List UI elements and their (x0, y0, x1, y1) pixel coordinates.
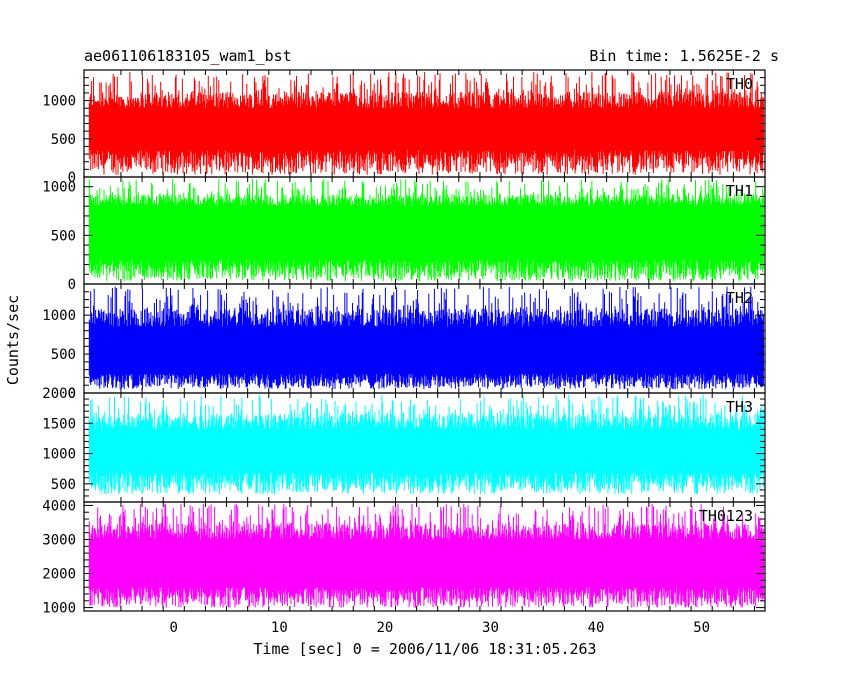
series-label-th2: TH2 (726, 289, 753, 307)
series-th1-band (89, 215, 764, 257)
y-tick-label: 1000 (42, 180, 76, 196)
y-tick-label: 2000 (42, 386, 76, 402)
y-tick-label: 500 (51, 228, 76, 244)
panel-th2: 0 500 1000 TH2 (42, 283, 766, 402)
chart-title: ae061106183105_wam1_bst (84, 47, 292, 65)
y-tick-label: 1000 (42, 94, 76, 110)
series-label-th1: TH1 (726, 182, 753, 200)
y-tick-label: 1000 (42, 308, 76, 324)
series-th2-band (89, 334, 764, 371)
series-th0123-band (89, 551, 764, 579)
y-tick-label: 500 (51, 347, 76, 363)
panel-th0123: 1000 2000 3000 4000 TH0123 (42, 498, 766, 617)
x-tick-label: 30 (482, 620, 499, 636)
y-tick-label: 2000 (42, 567, 76, 583)
y-tick-label: 0 (68, 277, 76, 293)
series-th0-band (89, 116, 764, 147)
panel-frame-th0123 (83, 501, 766, 612)
y-tick-label: 0 (68, 170, 76, 186)
series-label-th0123: TH0123 (699, 507, 753, 525)
y-axis-label: Counts/sec (4, 295, 22, 385)
y-tick-label: 500 (51, 477, 76, 493)
series-label-th0: TH0 (726, 75, 753, 93)
y-tick-label: 4000 (42, 498, 76, 514)
panel-th3: 500 1000 1500 2000 TH3 (42, 386, 766, 503)
series-th3-band (89, 439, 764, 466)
x-axis-label: Time [sec] 0 = 2006/11/06 18:31:05.263 (253, 640, 596, 658)
y-tick-label: 1500 (42, 416, 76, 432)
x-tick-label: 20 (376, 620, 393, 636)
bin-time-label: Bin time: 1.5625E-2 s (589, 47, 779, 65)
x-tick-label: 0 (170, 620, 178, 636)
y-tick-label: 3000 (42, 532, 76, 548)
x-tick-label: 40 (588, 620, 605, 636)
series-label-th3: TH3 (726, 398, 753, 416)
x-tick-label: 50 (693, 620, 710, 636)
y-tick-label: 1000 (42, 447, 76, 463)
y-tick-label: 1000 (42, 601, 76, 617)
panel-th0: 0 500 1000 TH0 (42, 69, 766, 186)
x-tick-label: 10 (271, 620, 288, 636)
panel-th1: 0 500 1000 TH1 (42, 176, 766, 293)
y-tick-label: 500 (51, 132, 76, 148)
y-tick-label: 0 (68, 386, 76, 402)
